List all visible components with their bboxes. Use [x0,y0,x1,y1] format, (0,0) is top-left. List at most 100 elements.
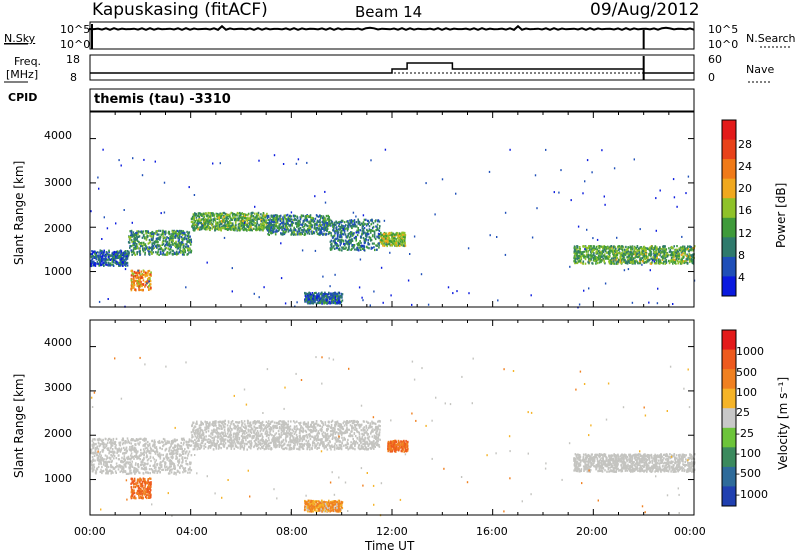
power-cell-8-403 [596,248,599,251]
power-cell-4-197 [329,247,332,250]
power-cell-0-311 [118,261,121,264]
power-cell-0-284 [107,253,109,256]
power-cell-8-875 [652,255,655,259]
power-cell-2-260 [202,223,205,226]
power-cell-2-598 [247,216,249,219]
power-cell-8-593 [650,257,652,260]
power-cell-6-164 [130,279,133,282]
power-cell-1-199 [190,243,192,246]
power-sparse-51 [185,286,187,289]
power-cell-3-249 [290,218,293,221]
power-cell-2-572 [255,215,258,218]
power-cell-2-178 [204,226,206,229]
power-sparse-65 [314,249,317,252]
power-sparse-78 [592,237,594,240]
power-cell-4-267 [339,220,342,223]
vel-cell-0-357 [97,448,100,451]
power-cell-4-359 [361,227,364,230]
power-cell-8-113 [585,250,588,254]
power-cell-4-395 [364,239,367,242]
power-cell-2-628 [230,221,232,224]
power-sparse-94 [681,235,683,238]
power-cell-1-226 [154,245,157,248]
power-cell-3-459 [284,231,287,234]
power-cell-5-174 [399,240,402,243]
power-cell-4-419 [355,221,358,224]
power-cell-7-211 [320,293,322,296]
power-cell-1-481 [143,247,146,250]
power-cell-8-696 [653,247,655,250]
power-cell-8-892 [618,248,620,251]
vel-cell-0-6 [137,442,139,445]
power-sparse-35 [107,298,109,300]
power-cell-4-168 [368,221,370,224]
power-sparse-157 [603,195,605,198]
power-cell-7-306 [312,294,315,297]
power-cell-3-191 [309,220,312,223]
vel-cell-0-235 [122,441,125,444]
power-cell-3-356 [318,232,320,235]
power-cell-3-417 [328,231,330,234]
power-cell-2-603 [237,226,240,229]
vel-cell-0-403 [106,447,108,450]
power-cell-6-127 [144,271,147,274]
vel-cell-0-382 [125,448,127,451]
power-cell-1-510 [185,238,188,241]
power-cell-0-192 [102,263,104,266]
power-cell-2-298 [209,214,212,217]
power-cell-3-524 [291,231,294,234]
vel-cell-0-175 [178,461,180,465]
vel-cell-0-205 [164,465,166,468]
power-cell-8-911 [689,256,691,259]
power-cell-0-24 [113,254,115,257]
power-cell-2-65 [219,212,221,215]
power-cell-4-390 [349,219,351,222]
power-cell-4-207 [339,231,342,234]
power-cell-3-511 [311,216,313,219]
power-cell-6-140 [133,282,135,285]
vel-cell-0-337 [154,461,156,464]
power-cell-5-210 [400,234,403,237]
power-cell-0-221 [119,256,121,259]
power-cell-2-275 [224,224,227,227]
power-cell-4-199 [346,227,348,230]
power-cell-8-995 [685,254,688,258]
vel-cell-0-295 [108,456,111,459]
power-cell-3-138 [323,227,325,230]
power-cell-5-149 [395,238,397,241]
power-cell-1-435 [149,232,152,235]
power-cell-7-214 [304,298,306,301]
power-cell-8-91 [630,257,633,260]
power-cell-6-158 [146,280,148,283]
power-cell-2-601 [193,223,195,226]
power-sparse-20 [672,303,674,305]
vel-cell-0-121 [121,461,123,464]
power-cell-8-552 [659,249,662,252]
power-sparse-81 [282,163,285,165]
power-cell-2-535 [230,228,233,231]
power-sparse-123 [359,258,362,261]
power-cell-8-862 [665,248,668,251]
power-cell-3-521 [295,233,297,236]
power-cell-4-280 [332,236,335,239]
power-cell-3-468 [324,233,326,236]
vel-cell-0-470 [168,450,170,453]
vel-cell-0-432 [142,444,144,447]
power-cell-1-545 [182,248,184,251]
power-cell-5-195 [390,231,393,234]
power-cell-4-82 [345,235,347,238]
power-cell-8-1053 [654,251,657,254]
power-cell-1-505 [133,236,136,239]
power-sparse-149 [123,209,125,211]
vel-cell-0-142 [182,443,185,446]
power-cell-1-5 [160,233,162,236]
power-cell-8-529 [593,259,596,262]
power-cell-4-344 [337,221,340,224]
power-cell-4-431 [345,246,347,249]
power-cell-1-541 [150,238,153,241]
vel-cell-0-388 [120,469,123,473]
power-cell-1-338 [184,251,187,254]
power-cell-8-631 [664,251,666,254]
vel-cell-0-192 [130,469,132,472]
power-cell-1-518 [134,238,136,241]
